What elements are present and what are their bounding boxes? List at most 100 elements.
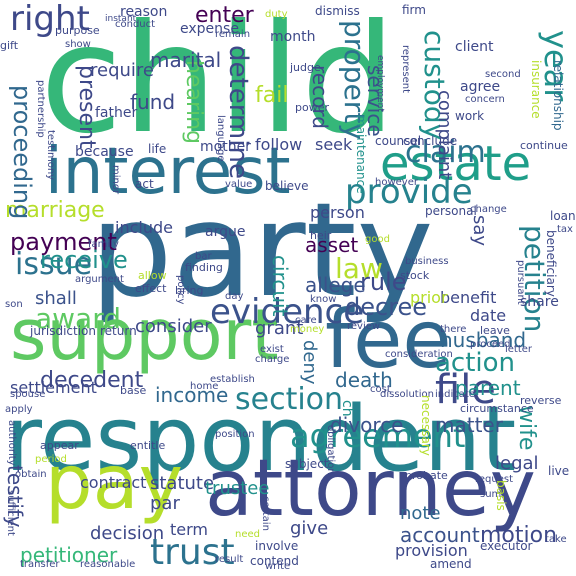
word-subject: subject xyxy=(285,457,329,471)
word-allow: allow xyxy=(138,269,167,282)
word-death: death xyxy=(335,368,393,392)
word-child: child xyxy=(40,0,397,167)
word-certain: certain xyxy=(260,496,271,531)
word-husband: husband xyxy=(440,328,527,352)
word-argument: argument xyxy=(75,274,124,285)
word-good: good xyxy=(365,234,390,245)
word-decision: decision xyxy=(90,523,165,544)
word-prior: prior xyxy=(410,288,448,307)
word-family: family xyxy=(88,239,119,250)
word-argue: argue xyxy=(205,224,246,240)
word-money: money xyxy=(290,324,325,335)
word-stock: stock xyxy=(400,269,430,282)
word-insurance: insurance xyxy=(529,60,543,119)
word-personal: personal xyxy=(425,204,477,218)
word-obtain: obtain xyxy=(15,469,47,480)
word-second: second xyxy=(485,69,521,80)
word-award: award xyxy=(35,302,122,335)
word-month: month xyxy=(270,29,316,45)
word-minor: minor xyxy=(110,165,121,195)
word-involve: involve xyxy=(255,539,299,553)
word-base: base xyxy=(120,384,147,397)
word-sufficient: sufficient xyxy=(5,490,16,536)
word-matter: matter xyxy=(435,413,503,437)
word-circumstance: circumstance xyxy=(460,402,534,415)
word-pursuant: pursuant xyxy=(515,260,526,305)
word-issue: issue xyxy=(15,247,93,282)
word-determine: determine xyxy=(223,45,253,179)
word-value: value xyxy=(225,179,253,190)
word-apply: apply xyxy=(5,404,33,415)
word-review: review xyxy=(347,321,381,332)
word-consideration: consideration xyxy=(385,349,453,360)
word-father: father xyxy=(95,105,138,121)
word-respondent: respondent xyxy=(5,387,517,492)
word-agree: agree xyxy=(460,79,501,95)
word-law: law xyxy=(335,252,383,285)
word-motion: motion xyxy=(480,523,558,548)
word-conclude: conclude xyxy=(403,134,458,148)
word-loan: loan xyxy=(550,209,576,223)
word-income: income xyxy=(155,383,229,407)
word-pay: pay xyxy=(45,438,183,526)
word-circuit: circuit xyxy=(268,255,292,317)
word-marriage: marriage xyxy=(5,198,105,223)
word-heir: heir xyxy=(310,229,332,242)
word-show: show xyxy=(65,39,91,50)
word-basis: basis xyxy=(494,480,508,511)
word-share: share xyxy=(520,294,559,310)
word-proceeding: proceeding xyxy=(8,85,36,220)
word-relationship: relationship xyxy=(551,60,565,131)
word-take: take xyxy=(545,534,567,545)
word-dismiss: dismiss xyxy=(315,4,360,18)
word-establish: establish xyxy=(210,374,255,385)
word-statute: statute xyxy=(150,473,215,494)
word-contract: contract xyxy=(80,473,147,492)
word-benefit: benefit xyxy=(440,288,497,307)
word-necessary: necessary xyxy=(419,395,433,456)
word-estate: estate xyxy=(380,136,532,192)
word-fee: fee xyxy=(325,293,452,386)
word-say: say xyxy=(469,215,490,247)
word-enter: enter xyxy=(195,3,254,28)
word-because: because xyxy=(75,144,134,160)
word-person: person xyxy=(310,203,365,222)
word-parent: parent xyxy=(455,376,521,400)
word-represent: represent xyxy=(400,45,411,94)
word-live: live xyxy=(548,464,570,478)
word-fail: fail xyxy=(255,83,289,108)
word-indicate: indicate xyxy=(435,389,475,400)
word-bar: bar xyxy=(195,251,212,262)
word-client: client xyxy=(455,39,494,55)
word-bring: bring xyxy=(175,284,204,297)
word-rule: rule xyxy=(360,268,407,296)
word-home: home xyxy=(190,381,219,392)
word-action: action xyxy=(435,348,516,378)
word-reasonable: reasonable xyxy=(80,559,136,570)
word-letter: letter xyxy=(505,344,533,355)
word-trust: trust xyxy=(150,532,235,573)
word-change: change xyxy=(470,204,507,215)
word-mother: mother xyxy=(200,139,251,155)
word-life: life xyxy=(148,142,167,156)
word-allege: allege xyxy=(305,273,366,297)
word-agreement: agreement xyxy=(290,417,466,455)
word-gift: gift xyxy=(0,39,19,52)
word-support: support xyxy=(10,294,279,376)
word-counsel: counsel xyxy=(375,134,422,148)
word-evidence: evidence xyxy=(210,292,365,332)
word-date: date xyxy=(470,306,507,325)
word-marital: marital xyxy=(150,48,222,72)
word-give: give xyxy=(290,518,329,539)
word-exist: exist xyxy=(260,344,284,355)
word-fund: fund xyxy=(130,90,176,114)
word-provide: provide xyxy=(345,172,473,212)
word-remain: remain xyxy=(215,29,251,40)
word-record: record xyxy=(308,65,332,129)
word-maintenance: maintenance xyxy=(354,115,368,194)
word-write: write xyxy=(265,561,291,572)
word-payment: payment xyxy=(10,228,117,256)
word-judge: judge xyxy=(290,61,321,74)
word-par: par xyxy=(150,493,180,514)
